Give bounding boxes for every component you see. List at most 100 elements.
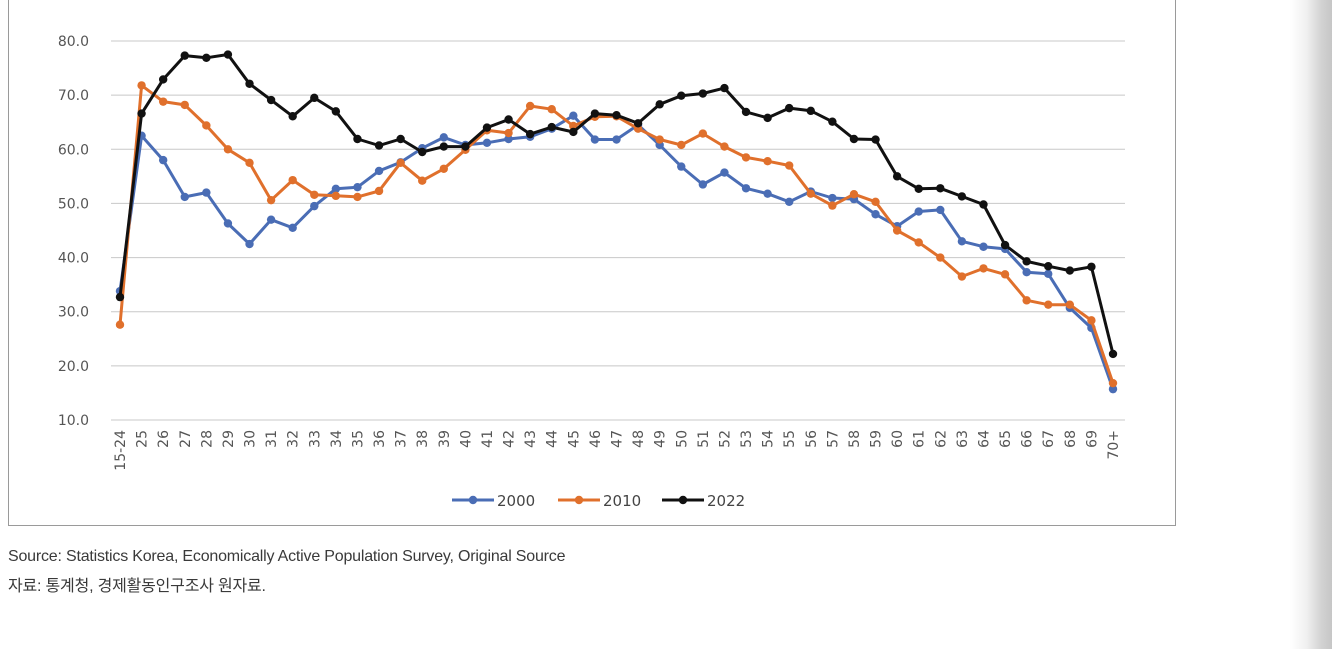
data-point (180, 51, 189, 60)
data-point (137, 81, 146, 90)
x-tick-label: 68 (1063, 430, 1079, 448)
data-point (698, 129, 708, 138)
x-tick-label: 50 (674, 430, 690, 448)
x-tick-label: 40 (458, 430, 474, 448)
data-point (331, 107, 341, 116)
x-tick-label: 48 (631, 430, 647, 448)
x-tick-label: 55 (782, 430, 798, 448)
series-2022 (115, 50, 1118, 359)
series-2000 (115, 111, 1118, 394)
x-tick-label: 60 (890, 430, 906, 448)
data-point (1044, 269, 1053, 279)
y-tick-label: 80.0 (58, 34, 89, 50)
x-tick-label: 65 (998, 430, 1014, 448)
data-point (957, 272, 967, 281)
data-point (374, 166, 384, 176)
data-point (1044, 262, 1053, 271)
data-point (612, 135, 621, 144)
y-tick-label: 70.0 (58, 88, 89, 104)
data-point (784, 103, 794, 113)
x-tick-label: 29 (221, 430, 237, 448)
data-point (569, 127, 578, 137)
x-tick-label: 42 (502, 430, 518, 448)
data-point (914, 238, 923, 247)
data-point (979, 264, 988, 273)
data-point (849, 190, 859, 199)
x-tick-label: 57 (825, 430, 841, 448)
data-point (698, 180, 708, 189)
data-point (741, 153, 751, 162)
data-point (763, 113, 772, 123)
data-point (936, 205, 945, 215)
data-point (590, 109, 600, 118)
data-point (396, 134, 405, 144)
x-tick-label: 45 (566, 430, 582, 448)
legend-marker-2022 (678, 495, 688, 505)
x-tick-label: 58 (847, 430, 863, 448)
data-point (677, 140, 686, 150)
data-point (871, 210, 880, 219)
data-point (288, 112, 297, 121)
data-point (331, 191, 341, 201)
data-point (223, 145, 233, 154)
data-point (288, 223, 297, 232)
x-tick-label: 27 (178, 430, 194, 448)
source-note-english: Source: Statistics Korea, Economically A… (8, 548, 566, 565)
x-tick-label: 66 (1020, 430, 1036, 448)
y-tick-label: 10.0 (58, 413, 89, 429)
data-point (936, 184, 945, 193)
data-point (720, 142, 729, 151)
data-point (525, 101, 535, 111)
data-point (720, 83, 729, 93)
data-point (266, 215, 276, 224)
data-point (936, 253, 945, 262)
data-point (288, 175, 297, 185)
legend: 2000 2010 2022 (452, 492, 745, 510)
data-point (245, 239, 254, 249)
data-point (353, 134, 362, 144)
x-tick-label: 43 (523, 430, 539, 448)
data-point (655, 135, 664, 144)
data-point (525, 129, 535, 139)
data-point (806, 106, 815, 116)
x-tick-label: 41 (480, 430, 496, 448)
data-point (892, 226, 902, 235)
x-tick-label: 69 (1084, 430, 1100, 448)
data-point (1022, 296, 1031, 305)
data-point (720, 168, 729, 177)
data-point (957, 192, 967, 201)
data-point (245, 79, 254, 88)
data-point (180, 192, 189, 202)
data-point (504, 115, 513, 124)
data-point (1000, 240, 1010, 250)
data-point (655, 100, 664, 109)
x-tick-label: 53 (739, 430, 755, 448)
y-tick-label: 30.0 (58, 305, 89, 321)
data-point (418, 147, 427, 157)
data-point (223, 50, 233, 59)
data-point (1022, 267, 1031, 277)
x-tick-label: 36 (372, 430, 388, 448)
data-point (871, 135, 880, 144)
data-point (677, 91, 686, 100)
data-point (892, 172, 902, 181)
x-tick-label: 35 (350, 430, 366, 448)
data-point (1087, 262, 1096, 271)
data-point (569, 111, 578, 120)
line-chart: 10.0 20.0 30.0 40.0 50.0 60.0 70.0 80.0 15-24 25… (58, 34, 1125, 510)
data-point (202, 188, 211, 197)
x-tick-label: 63 (955, 430, 971, 448)
x-tick-label: 54 (761, 430, 777, 448)
x-tick-label: 56 (804, 430, 820, 448)
data-point (202, 53, 211, 62)
data-point (1065, 266, 1075, 275)
series-line-2000 (118, 114, 1115, 390)
y-tick-label: 60.0 (58, 142, 89, 158)
data-point (439, 142, 449, 151)
x-tick-label: 52 (717, 430, 733, 448)
data-point (353, 182, 362, 192)
data-point (828, 193, 837, 203)
data-point (266, 95, 276, 105)
data-point (1087, 316, 1096, 325)
series-2010 (115, 81, 1118, 388)
